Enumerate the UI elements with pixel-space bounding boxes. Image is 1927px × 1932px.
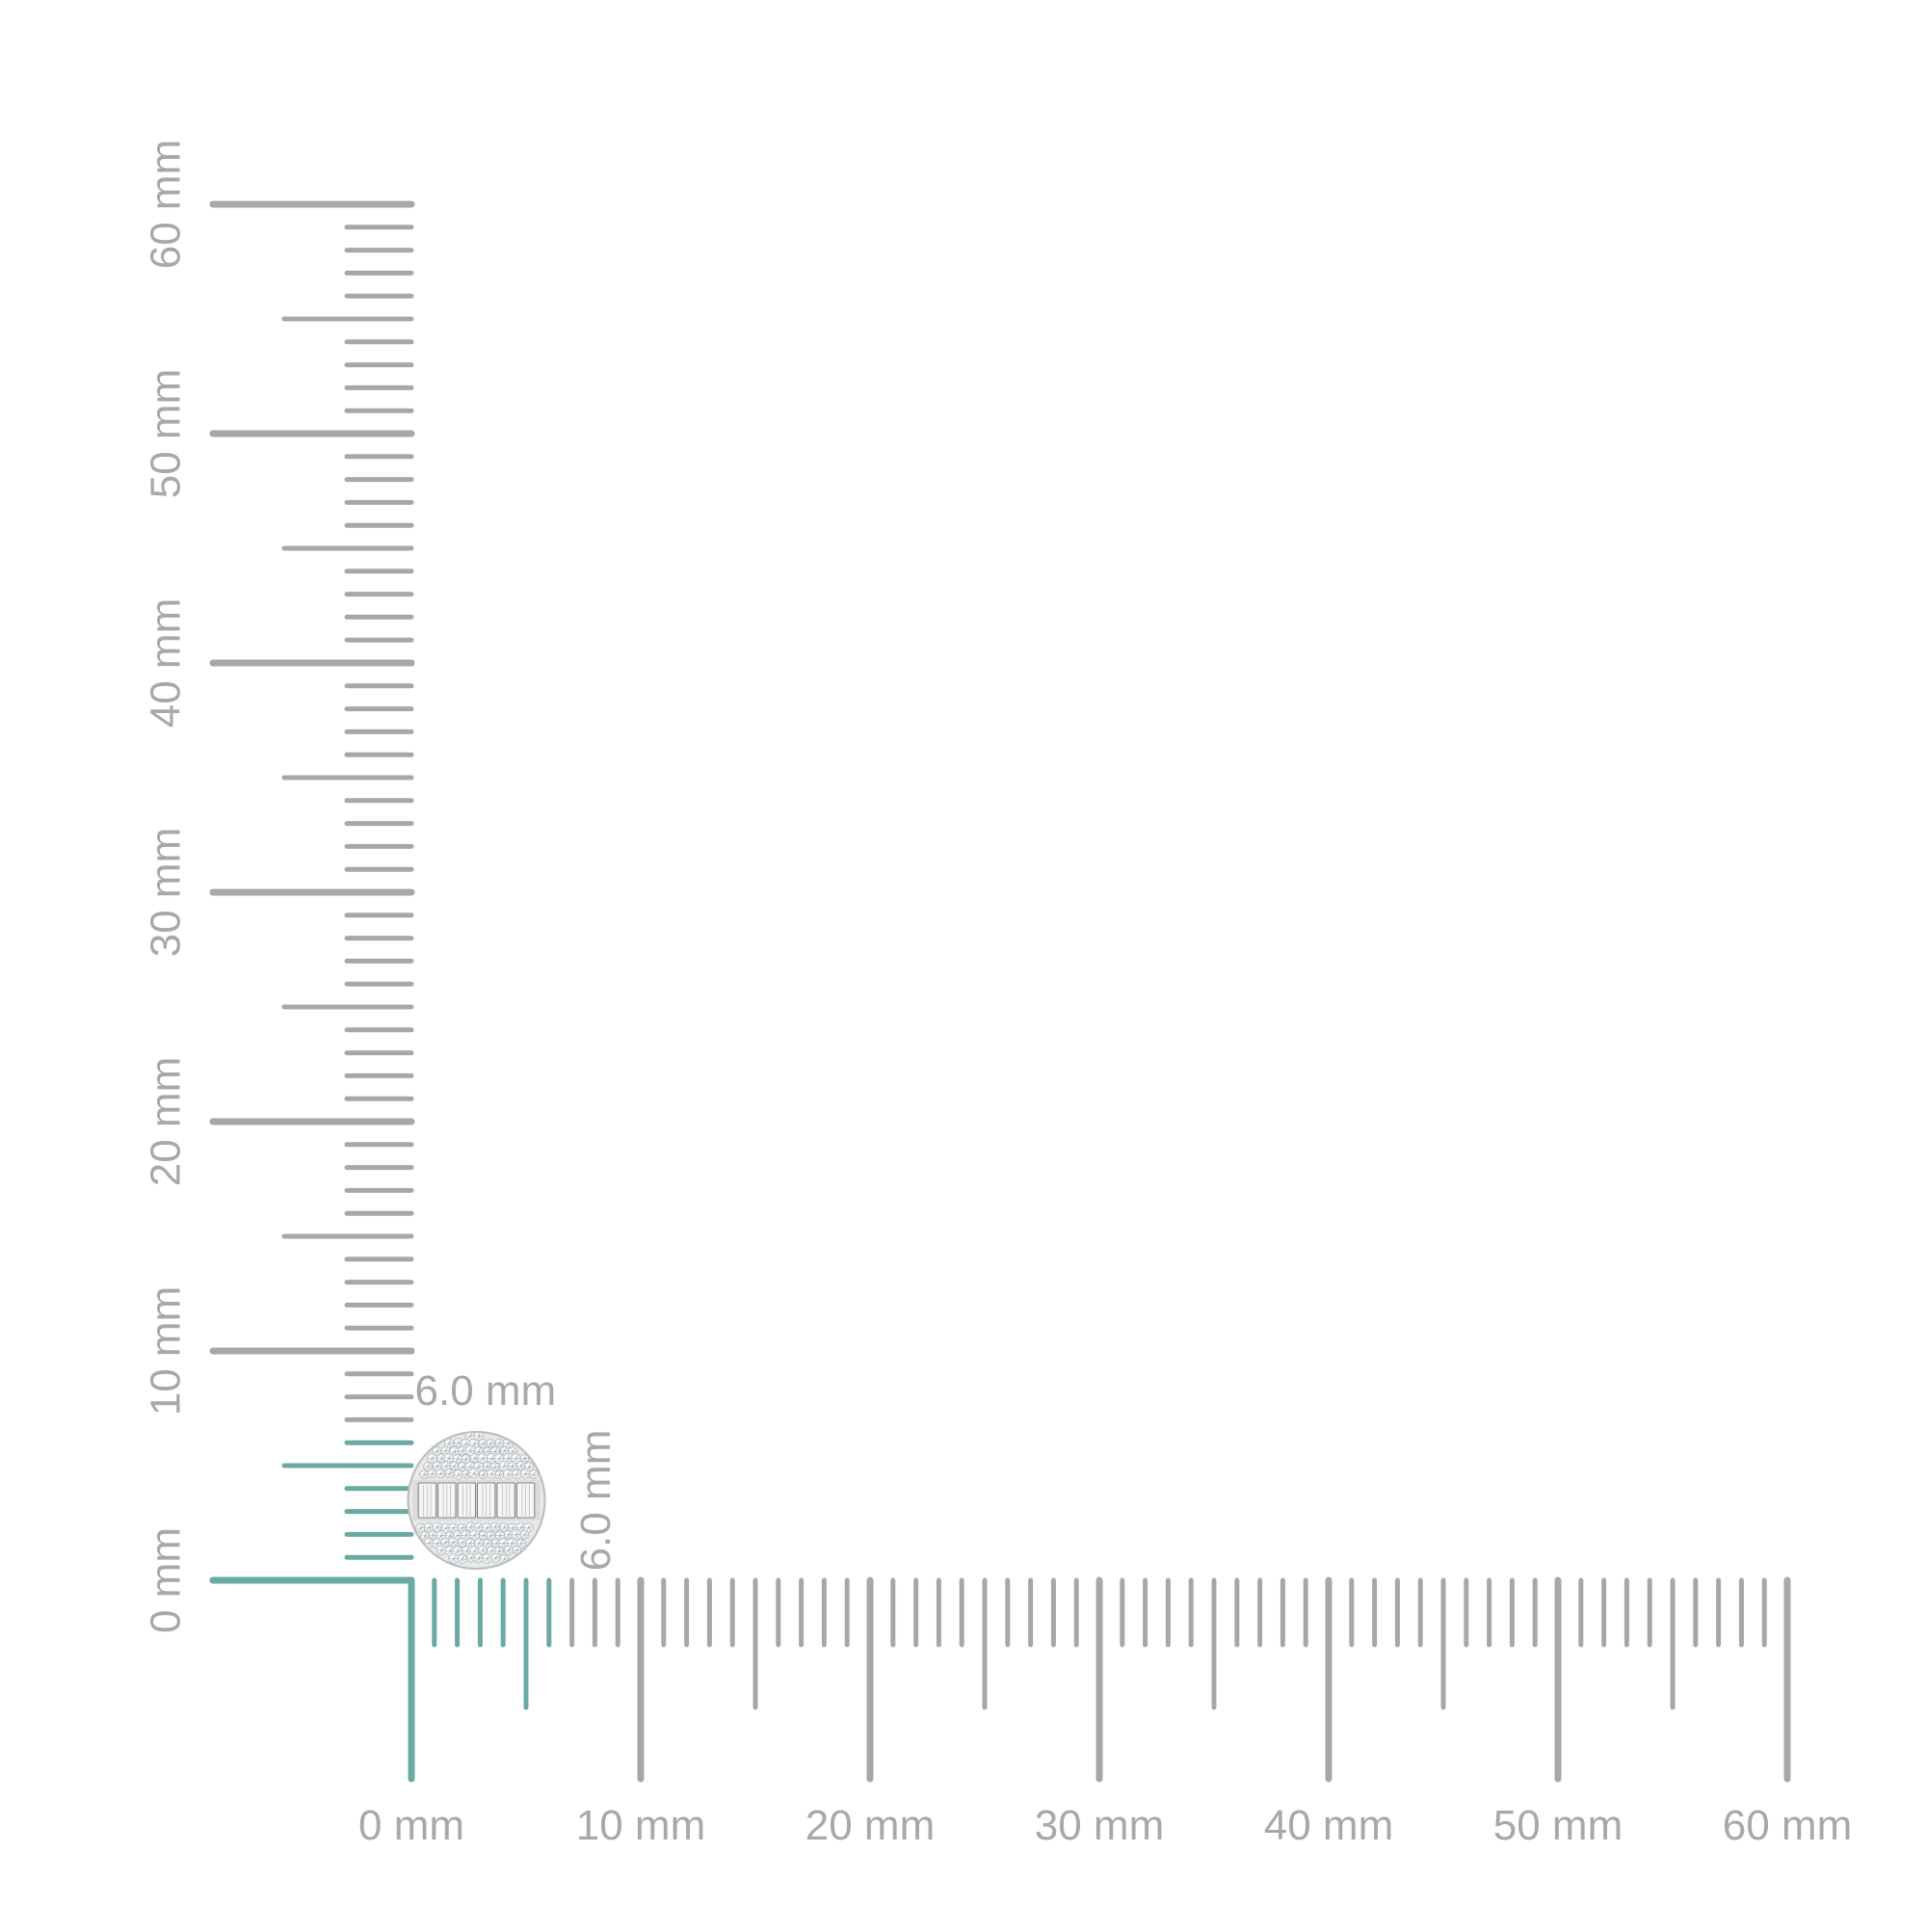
svg-text:50 mm: 50 mm [1493,1802,1623,1849]
svg-text:20 mm: 20 mm [143,1057,190,1186]
svg-text:60 mm: 60 mm [143,140,190,269]
svg-text:6.0 mm: 6.0 mm [572,1430,620,1572]
svg-text:50 mm: 50 mm [143,369,190,498]
svg-text:40 mm: 40 mm [143,598,190,728]
svg-text:10 mm: 10 mm [576,1802,705,1849]
svg-text:10 mm: 10 mm [143,1286,190,1416]
svg-text:20 mm: 20 mm [805,1802,935,1849]
svg-text:30 mm: 30 mm [143,828,190,957]
svg-text:0 mm: 0 mm [143,1527,190,1633]
svg-text:0 mm: 0 mm [358,1802,464,1849]
svg-text:60 mm: 60 mm [1723,1802,1852,1849]
svg-text:6.0 mm: 6.0 mm [415,1367,557,1415]
svg-text:30 mm: 30 mm [1035,1802,1164,1849]
svg-text:40 mm: 40 mm [1264,1802,1393,1849]
